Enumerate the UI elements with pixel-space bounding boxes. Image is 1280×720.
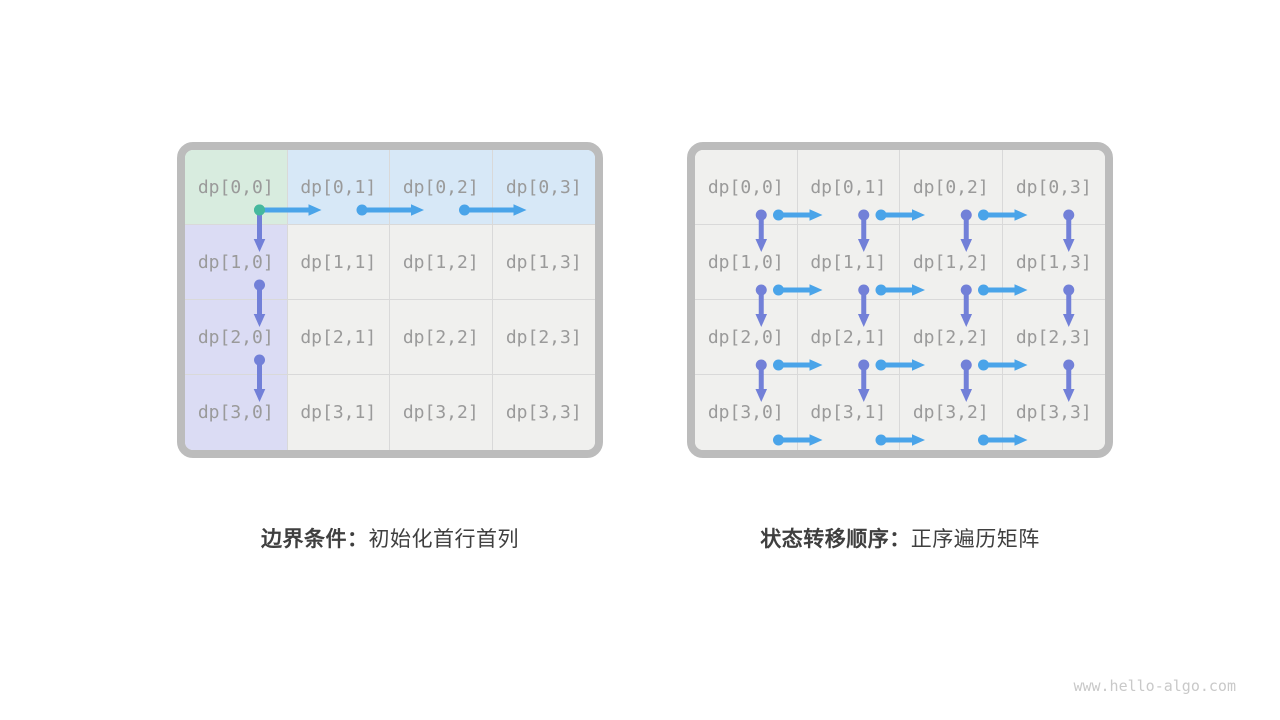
dp-matrix-order: dp[0,0] dp[0,1] dp[0,2] dp[0,3] dp[1,0] … xyxy=(695,150,1105,450)
cell-dp-3-2: dp[3,2] xyxy=(390,375,493,450)
caption-order-term: 状态转移顺序： xyxy=(760,528,911,551)
cell-dp-0-1: dp[0,1] xyxy=(797,150,900,225)
cell-dp-0-0: dp[0,0] xyxy=(185,150,288,225)
caption-boundary-desc: 初始化首行首列 xyxy=(368,528,519,551)
cell-dp-3-2: dp[3,2] xyxy=(900,375,1003,450)
cell-dp-3-1: dp[3,1] xyxy=(287,375,390,450)
cell-dp-3-1: dp[3,1] xyxy=(797,375,900,450)
cell-dp-2-3: dp[2,3] xyxy=(492,300,595,375)
panel-boundary-grid: dp[0,0] dp[0,1] dp[0,2] dp[0,3] dp[1,0] … xyxy=(177,142,603,458)
cell-dp-0-0: dp[0,0] xyxy=(695,150,798,225)
cell-dp-1-0: dp[1,0] xyxy=(695,225,798,300)
cell-dp-0-1: dp[0,1] xyxy=(287,150,390,225)
cell-dp-1-1: dp[1,1] xyxy=(287,225,390,300)
cell-dp-0-2: dp[0,2] xyxy=(900,150,1003,225)
cell-dp-0-2: dp[0,2] xyxy=(390,150,493,225)
cell-dp-3-0: dp[3,0] xyxy=(695,375,798,450)
panel-order-grid: dp[0,0] dp[0,1] dp[0,2] dp[0,3] dp[1,0] … xyxy=(687,142,1113,458)
cell-dp-3-0: dp[3,0] xyxy=(185,375,288,450)
cell-dp-1-3: dp[1,3] xyxy=(1002,225,1105,300)
caption-boundary: 边界条件：初始化首行首列 xyxy=(177,523,603,553)
cell-dp-2-2: dp[2,2] xyxy=(390,300,493,375)
caption-boundary-term: 边界条件： xyxy=(261,528,369,551)
dp-matrix-boundary: dp[0,0] dp[0,1] dp[0,2] dp[0,3] dp[1,0] … xyxy=(185,150,595,450)
caption-order: 状态转移顺序：正序遍历矩阵 xyxy=(687,523,1113,553)
cell-dp-3-3: dp[3,3] xyxy=(1002,375,1105,450)
cell-dp-2-1: dp[2,1] xyxy=(797,300,900,375)
cell-dp-2-3: dp[2,3] xyxy=(1002,300,1105,375)
cell-dp-0-3: dp[0,3] xyxy=(492,150,595,225)
cell-dp-0-3: dp[0,3] xyxy=(1002,150,1105,225)
cell-dp-2-2: dp[2,2] xyxy=(900,300,1003,375)
cell-dp-2-0: dp[2,0] xyxy=(185,300,288,375)
cell-dp-1-1: dp[1,1] xyxy=(797,225,900,300)
cell-dp-1-2: dp[1,2] xyxy=(390,225,493,300)
watermark: www.hello-algo.com xyxy=(1073,677,1236,695)
cell-dp-2-1: dp[2,1] xyxy=(287,300,390,375)
cell-dp-1-0: dp[1,0] xyxy=(185,225,288,300)
cell-dp-1-3: dp[1,3] xyxy=(492,225,595,300)
cell-dp-1-2: dp[1,2] xyxy=(900,225,1003,300)
cell-dp-3-3: dp[3,3] xyxy=(492,375,595,450)
cell-dp-2-0: dp[2,0] xyxy=(695,300,798,375)
caption-order-desc: 正序遍历矩阵 xyxy=(910,528,1040,551)
